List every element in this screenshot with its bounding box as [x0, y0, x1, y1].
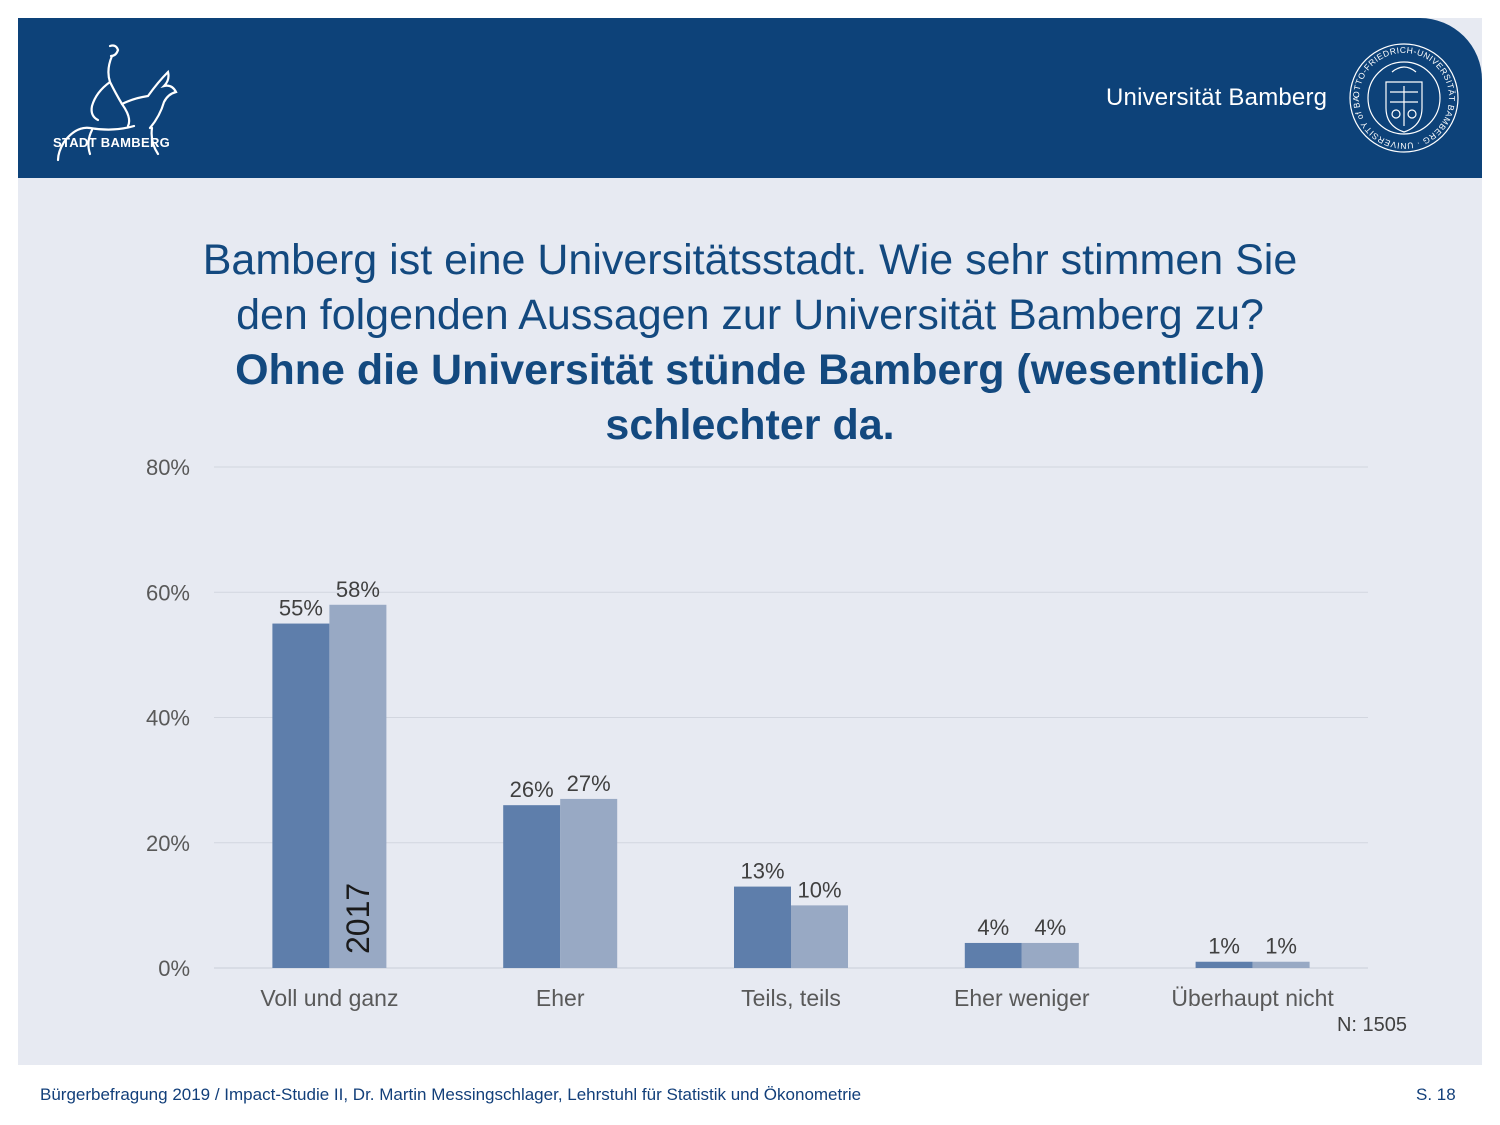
- category-label: Eher weniger: [954, 985, 1090, 1011]
- bar: [791, 905, 848, 968]
- data-label: 13%: [740, 859, 784, 884]
- title-line-3: Ohne die Universität stünde Bamberg (wes…: [235, 346, 1265, 394]
- y-tick-label: 0%: [158, 956, 190, 981]
- data-label: 10%: [797, 877, 841, 902]
- footer-citation: Bürgerbefragung 2019 / Impact-Studie II,…: [40, 1085, 862, 1104]
- page-number: S. 18: [1416, 1085, 1456, 1104]
- bar: [1252, 961, 1310, 968]
- series-label: 2017: [340, 883, 376, 954]
- data-label: 4%: [977, 915, 1009, 940]
- bar: [503, 805, 561, 968]
- y-tick-label: 80%: [146, 455, 190, 480]
- chart-title: Bamberg ist eine Universitätsstadt. Wie …: [98, 233, 1402, 453]
- data-label: 1%: [1265, 934, 1297, 959]
- bar: [272, 623, 330, 968]
- slide: STADT BAMBERG Universität Bamberg OTTO-F…: [18, 18, 1482, 1065]
- bar: [734, 886, 791, 968]
- y-tick-label: 60%: [146, 580, 190, 605]
- y-tick-label: 20%: [146, 831, 190, 856]
- bar: [329, 604, 387, 968]
- bar: [1195, 961, 1253, 968]
- bar: [964, 942, 1022, 968]
- sample-size-annotation: N: 1505: [1337, 1014, 1407, 1036]
- category-label: Überhaupt nicht: [1171, 985, 1334, 1011]
- data-label: 26%: [510, 777, 554, 802]
- data-label: 27%: [567, 771, 611, 796]
- title-line-4: schlechter da.: [605, 401, 895, 449]
- title-line-2: den folgenden Aussagen zur Universität B…: [236, 291, 1264, 339]
- category-label: Voll und ganz: [260, 985, 398, 1011]
- title-line-1: Bamberg ist eine Universitätsstadt. Wie …: [202, 236, 1298, 284]
- data-label: 55%: [279, 596, 323, 621]
- stadt-bamberg-logo-text: STADT BAMBERG: [53, 135, 171, 150]
- header-banner: STADT BAMBERG Universität Bamberg OTTO-F…: [18, 18, 1482, 178]
- data-label: 4%: [1034, 915, 1066, 940]
- category-label: Eher: [536, 985, 585, 1011]
- university-name: Universität Bamberg: [1106, 84, 1328, 111]
- bar: [1021, 942, 1079, 968]
- bar-chart: 0% 20% 40% 60% 80% 55% 58% 2017 Voll und ganz 26%…: [146, 455, 1407, 1036]
- category-label: Teils, teils: [741, 985, 841, 1011]
- stadt-bamberg-horse-rider-icon: [56, 44, 178, 162]
- university-seal-icon: OTTO-FRIEDRICH-UNIVERSITÄT BAMBERG · UNI…: [1348, 42, 1459, 153]
- y-tick-label: 40%: [146, 706, 190, 731]
- data-label: 58%: [336, 577, 380, 602]
- bar: [560, 798, 618, 968]
- data-label: 1%: [1208, 934, 1240, 959]
